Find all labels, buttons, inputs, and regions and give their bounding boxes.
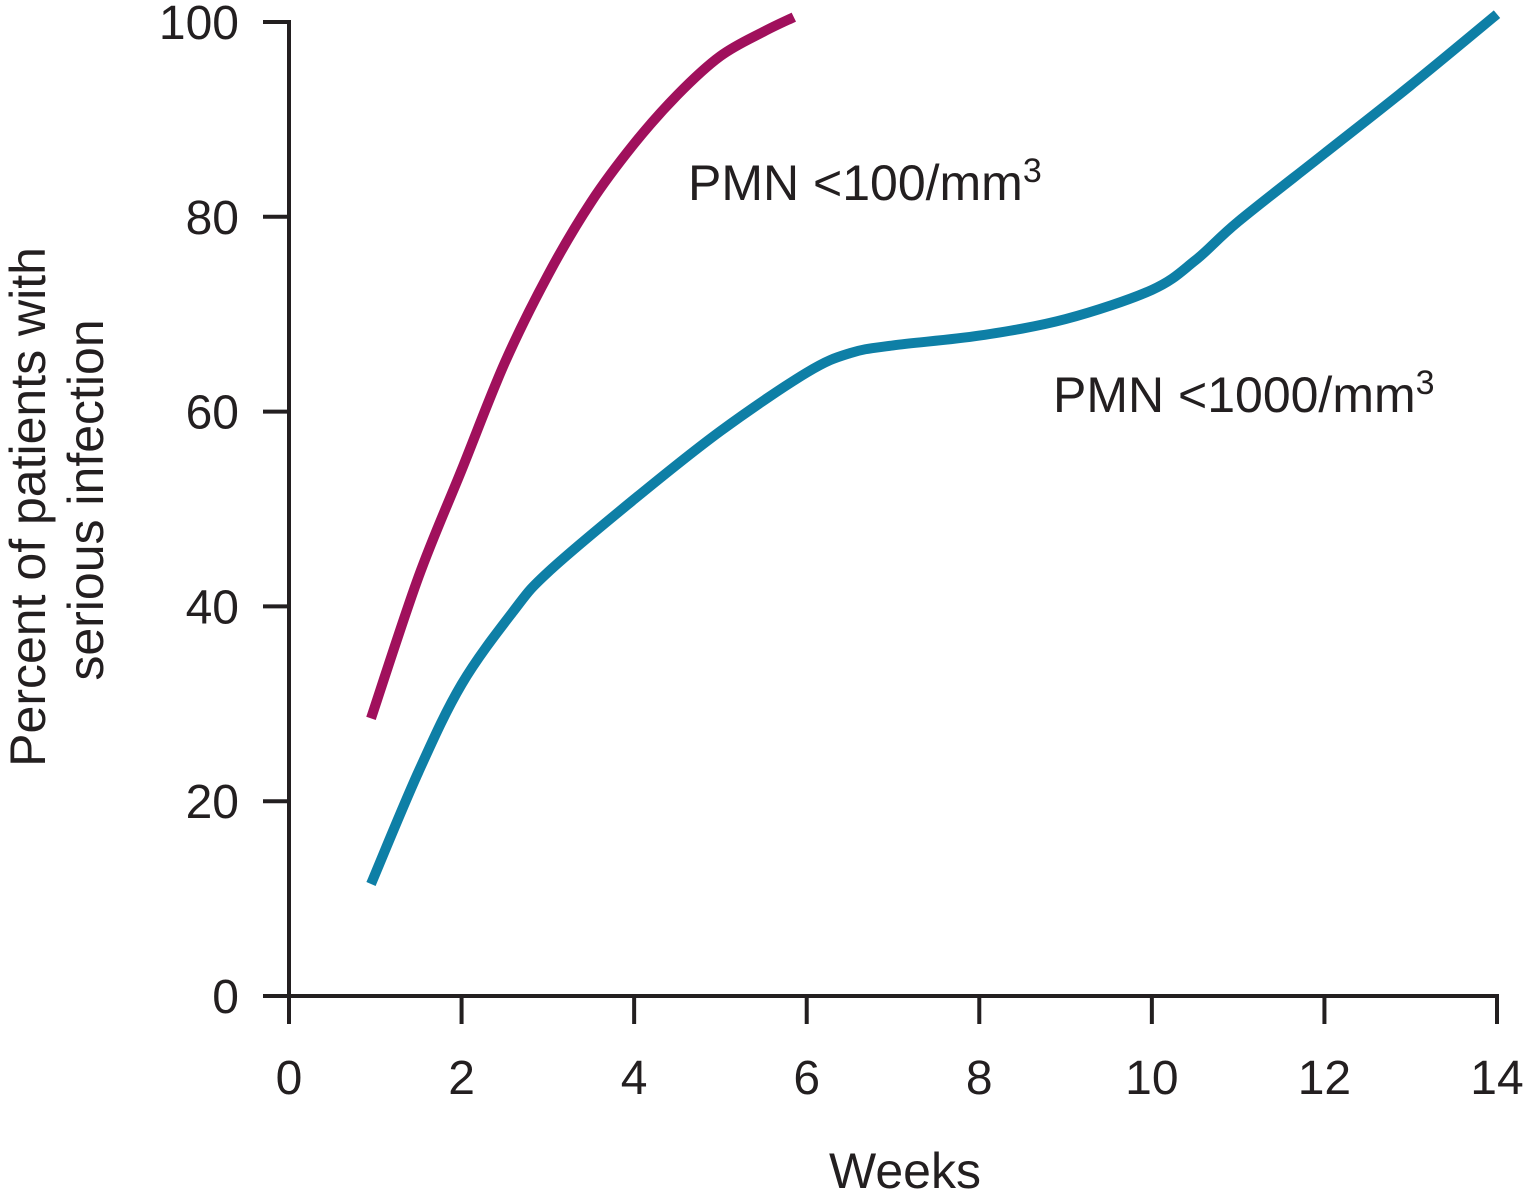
series-label-pmn-1000-sup: 3 bbox=[1416, 364, 1435, 402]
series-label-pmn-100: PMN <100/mm3 bbox=[688, 152, 1042, 211]
series-line-pmn-100 bbox=[366, 12, 797, 720]
x-axis-title: Weeks bbox=[829, 1143, 981, 1192]
series-line-pmn-1000 bbox=[366, 10, 1501, 886]
x-tick-label-0: 0 bbox=[276, 1052, 303, 1105]
y-axis-title: Percent of patients with serious infecti… bbox=[0, 233, 114, 767]
series-label-pmn-1000: PMN <1000/mm3 bbox=[1053, 364, 1435, 423]
y-tick-label-0: 0 bbox=[212, 971, 239, 1024]
x-tick-label-2: 2 bbox=[448, 1052, 475, 1105]
x-tick-label-10: 10 bbox=[1125, 1052, 1178, 1105]
y-axis-ticks: 0 20 40 60 80 100 bbox=[159, 0, 289, 1024]
x-tick-label-12: 12 bbox=[1298, 1052, 1351, 1105]
x-axis-ticks: 0 2 4 6 8 10 12 14 bbox=[276, 996, 1524, 1105]
y-axis-title-line-1: Percent of patients with bbox=[0, 247, 56, 767]
series-label-pmn-1000-main: PMN <1000/mm bbox=[1053, 367, 1416, 423]
x-tick-label-6: 6 bbox=[793, 1052, 820, 1105]
y-tick-label-20: 20 bbox=[186, 776, 239, 829]
y-tick-label-40: 40 bbox=[186, 581, 239, 634]
y-tick-label-80: 80 bbox=[186, 192, 239, 245]
x-tick-label-4: 4 bbox=[621, 1052, 648, 1105]
series-label-pmn-100-sup: 3 bbox=[1023, 152, 1042, 190]
x-tick-label-8: 8 bbox=[966, 1052, 993, 1105]
x-tick-label-14: 14 bbox=[1470, 1052, 1523, 1105]
y-tick-label-100: 100 bbox=[159, 0, 239, 50]
y-tick-label-60: 60 bbox=[186, 387, 239, 440]
series-label-pmn-100-main: PMN <100/mm bbox=[688, 155, 1023, 211]
y-axis-title-line-2: serious infection bbox=[58, 319, 114, 680]
series-layer bbox=[366, 10, 1501, 886]
